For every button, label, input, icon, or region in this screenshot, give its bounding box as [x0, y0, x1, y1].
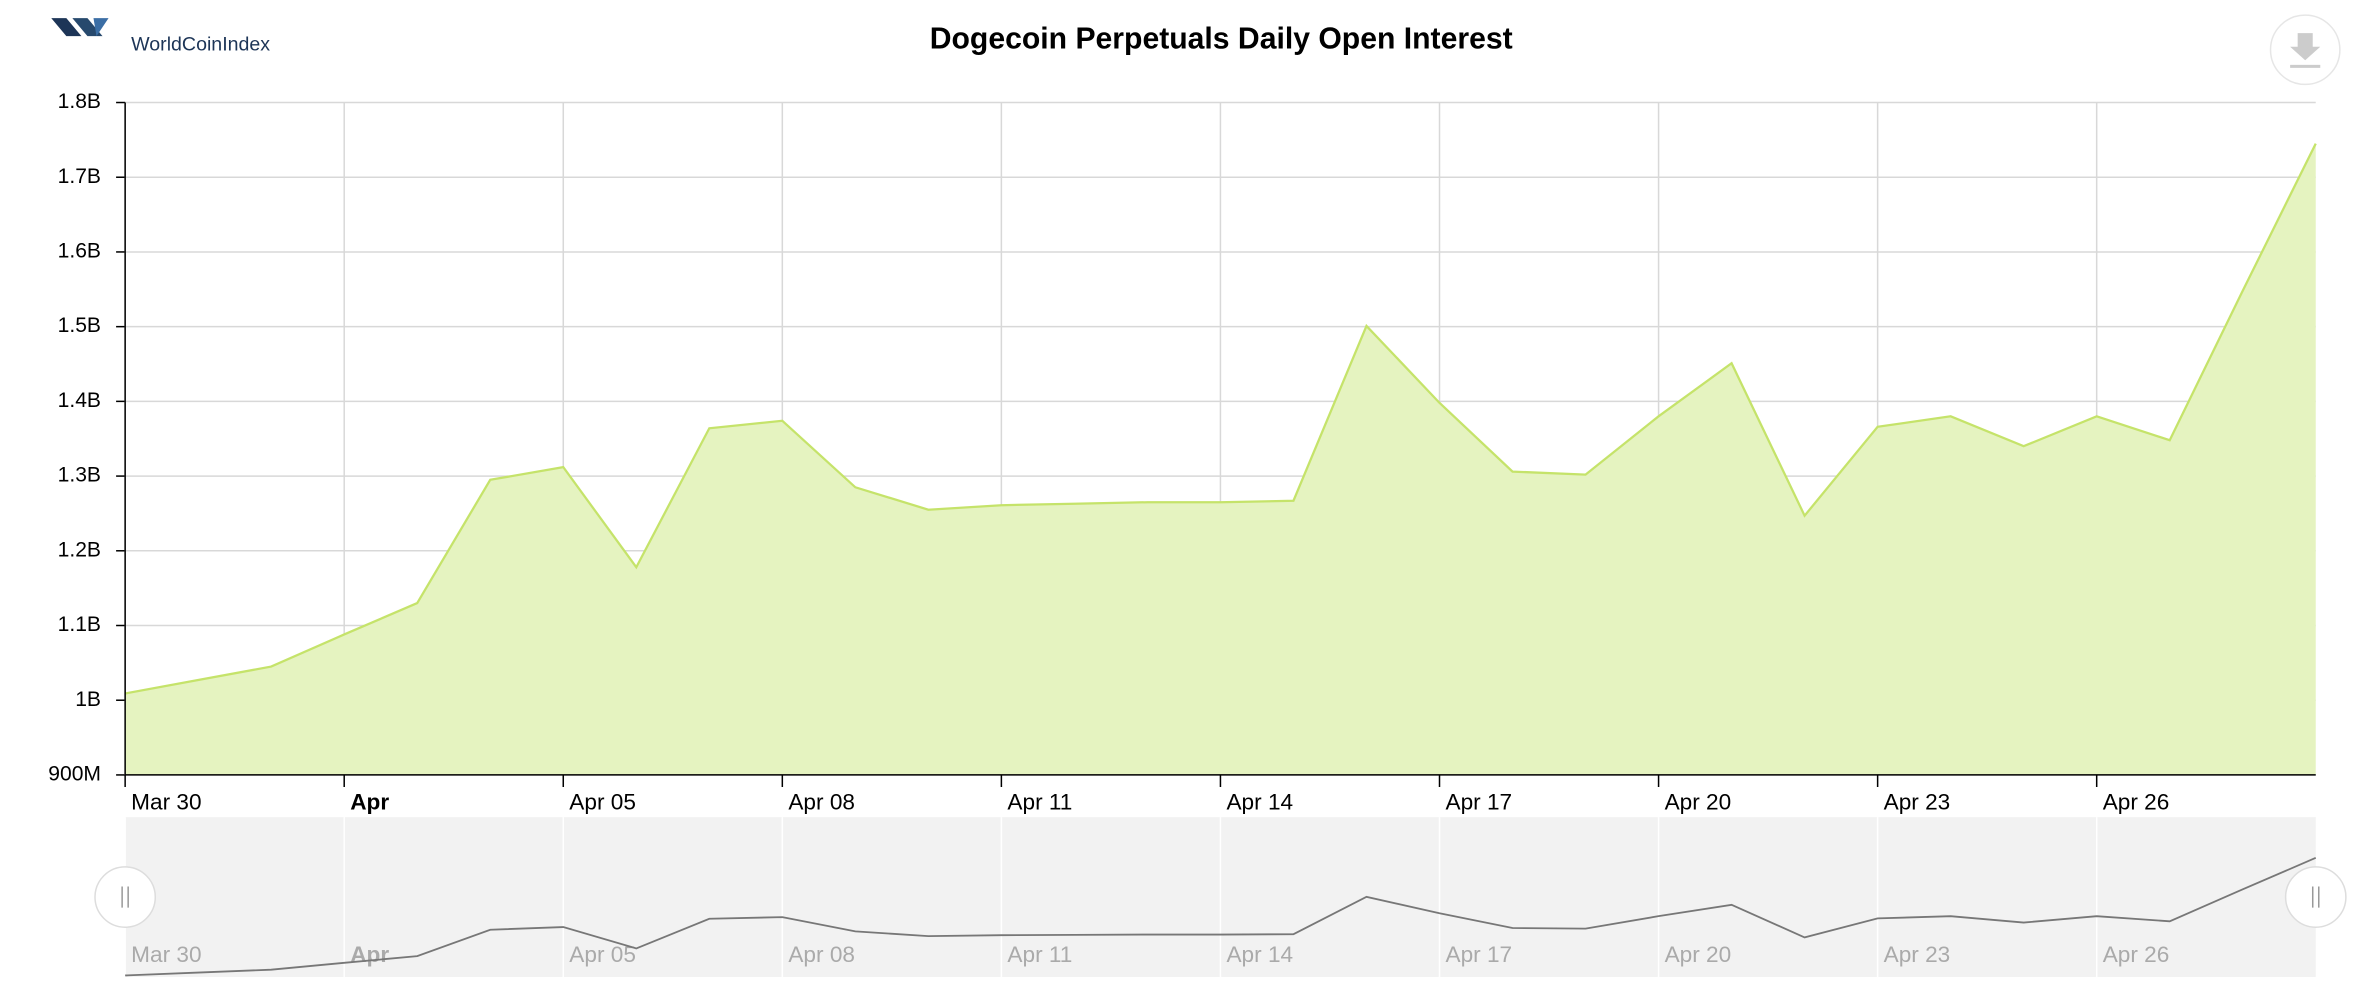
navigator-line — [125, 857, 2317, 977]
x-tick-label: Apr 23 — [1884, 790, 1951, 815]
y-tick-label: 1.6B — [58, 240, 101, 263]
navigator-tick-label: Mar 30 — [131, 942, 201, 967]
y-tick-label: 1.5B — [58, 314, 101, 337]
x-tick-label: Apr 05 — [569, 790, 636, 815]
navigator-tick-label: Apr 11 — [1007, 942, 1072, 967]
y-tick-label: 1.8B — [58, 90, 101, 113]
navigator-tick-label: Apr 14 — [1226, 942, 1293, 967]
chart-title: Dogecoin Perpetuals Daily Open Interest — [930, 23, 1513, 56]
logo-mark — [93, 18, 109, 37]
x-tick-label: Apr 08 — [788, 790, 855, 815]
navigator-tick-label: Apr — [350, 942, 389, 967]
area — [125, 143, 2316, 775]
y-tick-label: 1.7B — [58, 165, 101, 188]
navigator-tick-label: Apr 23 — [1884, 942, 1951, 967]
x-tick-label: Apr 17 — [1446, 790, 1513, 815]
download-button[interactable] — [2269, 14, 2341, 86]
navigator-tick-label: Apr 17 — [1446, 942, 1513, 967]
logo-text: WorldCoinIndex — [131, 33, 270, 55]
y-tick-label: 1B — [75, 688, 101, 711]
logo: WorldCoinIndex — [51, 18, 270, 55]
y-tick-label: 900M — [48, 763, 101, 786]
navigator-tick-label: Apr 08 — [788, 942, 855, 967]
navigator-handle[interactable] — [2284, 866, 2347, 928]
handle-grip — [2311, 886, 2320, 908]
x-tick-label: Mar 30 — [131, 790, 201, 815]
navigator-tick-label: Apr 26 — [2103, 942, 2170, 967]
logo-mark — [72, 18, 103, 37]
y-tick-label: 1.2B — [58, 538, 101, 561]
x-tick-label: Apr 11 — [1007, 790, 1072, 815]
y-tick-label: 1.3B — [58, 464, 101, 487]
x-tick-label: Apr 14 — [1226, 790, 1293, 815]
navigator-handle[interactable] — [94, 866, 157, 928]
x-tick-label: Apr — [350, 790, 389, 815]
x-tick-label: Apr 26 — [2103, 790, 2170, 815]
y-tick-label: 1.1B — [58, 613, 101, 636]
download-icon — [2290, 33, 2321, 68]
navigator-tick-label: Apr 20 — [1665, 942, 1732, 967]
y-tick-label: 1.4B — [58, 389, 101, 412]
logo-mark — [51, 18, 82, 37]
line — [124, 143, 2317, 695]
handle-grip — [121, 886, 129, 908]
x-tick-label: Apr 20 — [1665, 790, 1732, 815]
